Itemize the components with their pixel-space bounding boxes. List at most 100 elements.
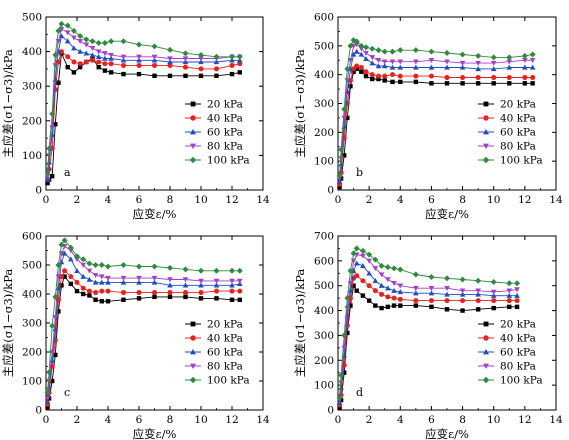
- data-point: [342, 153, 347, 158]
- data-point: [353, 260, 360, 266]
- data-point: [389, 48, 396, 55]
- data-point: [506, 298, 512, 304]
- data-point: [71, 35, 77, 41]
- x-tick-label: 2: [74, 414, 81, 426]
- data-point: [529, 51, 536, 58]
- data-point: [89, 38, 96, 45]
- data-point: [490, 289, 497, 295]
- data-point: [74, 253, 80, 260]
- data-point: [65, 54, 71, 60]
- legend-item: 100 kPa: [478, 375, 543, 387]
- data-point: [521, 52, 528, 59]
- series-20-kpa: [337, 66, 535, 190]
- data-point: [136, 71, 142, 77]
- legend-marker: [190, 335, 196, 341]
- data-point: [459, 64, 466, 70]
- y-tick-label: 500: [22, 260, 42, 272]
- data-point: [363, 44, 370, 51]
- data-point: [514, 280, 521, 287]
- data-point: [342, 370, 347, 375]
- legend-label: 40 kPa: [207, 113, 243, 125]
- data-point: [475, 66, 481, 72]
- data-point: [375, 58, 382, 64]
- data-point: [77, 64, 83, 70]
- legend-label: 40 kPa: [500, 333, 536, 345]
- data-point: [413, 79, 419, 85]
- x-tick-label: 10: [194, 194, 207, 206]
- data-point: [391, 281, 397, 287]
- x-tick-label: 14: [256, 194, 270, 206]
- y-tick-label: 300: [314, 330, 334, 342]
- y-tick-label: 400: [314, 69, 334, 81]
- data-point: [381, 59, 388, 65]
- data-point: [198, 282, 204, 288]
- series-80-kpa: [336, 252, 520, 403]
- data-point: [98, 262, 105, 268]
- legend-label: 60 kPa: [500, 347, 536, 359]
- data-point: [381, 48, 388, 55]
- data-point: [74, 257, 80, 262]
- legend-label: 60 kPa: [500, 127, 536, 139]
- data-point: [397, 59, 404, 65]
- data-point: [413, 290, 419, 296]
- panel-label: d: [356, 386, 363, 399]
- data-point: [385, 285, 391, 291]
- legend-marker: [190, 129, 196, 135]
- data-point: [460, 75, 466, 81]
- series-20-kpa: [337, 283, 520, 410]
- data-point: [428, 274, 435, 281]
- data-point: [372, 266, 379, 272]
- data-point: [229, 71, 235, 77]
- legend-label: 80 kPa: [500, 361, 536, 373]
- data-point: [121, 290, 126, 296]
- data-point: [80, 262, 86, 268]
- data-point: [236, 278, 243, 284]
- data-point: [182, 59, 189, 65]
- legend-marker: [482, 156, 490, 164]
- data-point: [344, 295, 351, 302]
- x-tick-label: 6: [428, 414, 435, 426]
- data-point: [105, 299, 111, 304]
- legend-item: 40 kPa: [185, 113, 243, 125]
- data-point: [514, 304, 520, 310]
- y-tick-label: 200: [22, 347, 42, 359]
- data-point: [413, 64, 419, 70]
- data-point: [229, 57, 235, 63]
- legend-item: 20 kPa: [478, 319, 536, 331]
- x-tick-label: 12: [225, 194, 238, 206]
- data-point: [336, 394, 343, 401]
- data-point: [49, 131, 55, 137]
- x-tick-label: 2: [74, 194, 81, 206]
- data-point: [475, 291, 481, 297]
- legend-marker: [189, 156, 197, 164]
- x-axis-label: 应变ε/%: [425, 207, 469, 221]
- data-point: [167, 46, 173, 53]
- x-tick-label: 4: [397, 414, 404, 426]
- data-point: [198, 290, 204, 296]
- y-tick-label: 400: [22, 46, 42, 58]
- data-point: [87, 293, 92, 298]
- data-point: [336, 172, 343, 179]
- data-point: [183, 73, 188, 79]
- data-point: [152, 73, 157, 79]
- data-point: [45, 404, 50, 410]
- legend-label: 40 kPa: [500, 113, 536, 125]
- data-point: [459, 288, 466, 294]
- data-point: [198, 267, 204, 274]
- x-tick-label: 10: [194, 414, 207, 426]
- data-point: [167, 294, 173, 300]
- data-point: [237, 297, 242, 302]
- series-100-kpa: [44, 20, 243, 176]
- x-tick-label: 12: [225, 414, 238, 426]
- data-point: [358, 64, 364, 70]
- data-point: [375, 47, 382, 54]
- data-point: [490, 54, 497, 61]
- data-point: [108, 52, 114, 58]
- data-point: [429, 81, 434, 86]
- data-point: [102, 61, 108, 67]
- data-point: [378, 262, 385, 269]
- series-80-kpa: [44, 26, 243, 179]
- y-tick-label: 0: [327, 185, 334, 197]
- data-point: [344, 305, 351, 311]
